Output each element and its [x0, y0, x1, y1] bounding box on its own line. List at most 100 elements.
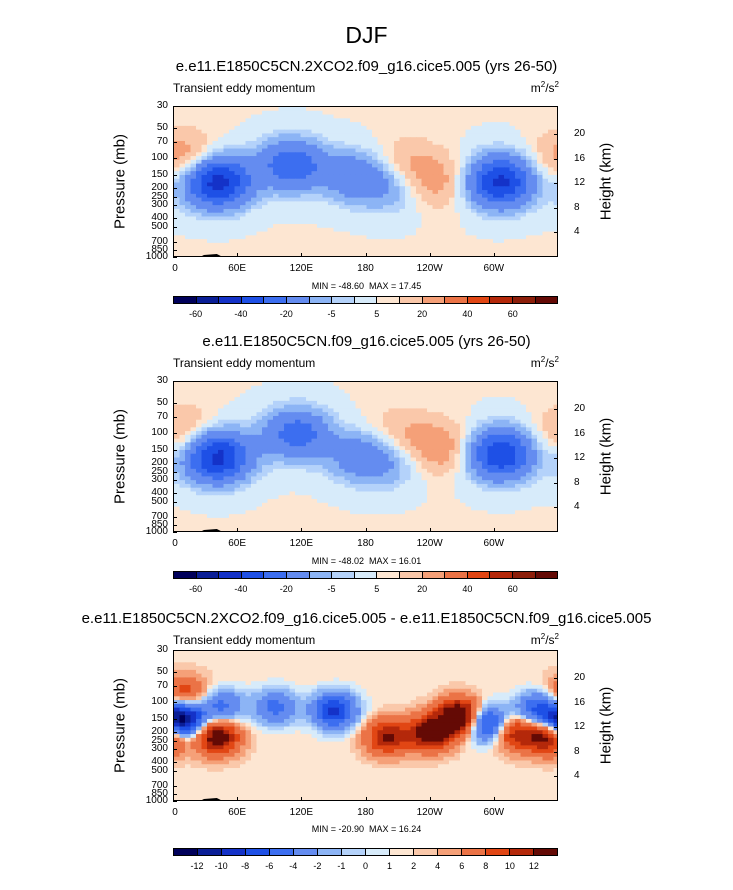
- contour-cell: [240, 209, 246, 213]
- contour-cell: [521, 461, 527, 465]
- contour-cell: [180, 446, 186, 450]
- contour-cell: [213, 235, 219, 239]
- contour-cell: [191, 254, 197, 257]
- contour-cell: [350, 152, 356, 156]
- contour-cell: [334, 420, 340, 424]
- contour-cell: [218, 461, 224, 465]
- contour-cell: [411, 194, 417, 198]
- contour-cell: [515, 397, 521, 401]
- contour-cell: [185, 107, 191, 111]
- contour-cell: [460, 232, 466, 236]
- contour-cell: [224, 190, 230, 194]
- contour-cell: [279, 115, 285, 119]
- contour-cell: [477, 122, 483, 126]
- contour-cell: [482, 216, 488, 220]
- contour-cell: [295, 439, 301, 443]
- contour-cell: [323, 450, 329, 454]
- contour-cell: [477, 412, 483, 416]
- contour-cell: [356, 446, 362, 450]
- contour-cell: [466, 401, 472, 405]
- contour-cell: [284, 213, 290, 217]
- contour-cell: [224, 224, 230, 228]
- contour-cell: [213, 416, 219, 420]
- contour-cell: [196, 232, 202, 236]
- x-tick-label: 60W: [474, 263, 514, 274]
- contour-cell: [488, 111, 494, 115]
- contour-cell: [191, 209, 197, 213]
- contour-cell: [394, 446, 400, 450]
- contour-cell: [290, 412, 296, 416]
- contour-cell: [521, 390, 527, 394]
- contour-cell: [279, 424, 285, 428]
- contour-cell: [466, 130, 472, 134]
- contour-cell: [224, 118, 230, 122]
- contour-cell: [284, 179, 290, 183]
- contour-cell: [174, 209, 180, 213]
- contour-cell: [224, 205, 230, 209]
- contour-cell: [268, 216, 274, 220]
- contour-cell: [543, 420, 549, 424]
- contour-cell: [493, 145, 499, 149]
- contour-cell: [240, 122, 246, 126]
- contour-cell: [345, 156, 351, 160]
- contour-cell: [213, 424, 219, 428]
- contour-cell: [273, 412, 279, 416]
- contour-cell: [345, 386, 351, 390]
- contour-cell: [444, 179, 450, 183]
- contour-cell: [191, 495, 197, 499]
- contour-cell: [367, 476, 373, 480]
- contour-cell: [185, 164, 191, 168]
- contour-cell: [510, 480, 516, 484]
- contour-cell: [295, 454, 301, 458]
- contour-cell: [444, 465, 450, 469]
- contour-cell: [416, 401, 422, 405]
- contour-cell: [262, 446, 268, 450]
- contour-cell: [290, 439, 296, 443]
- contour-cell: [383, 420, 389, 424]
- contour-cell: [312, 179, 318, 183]
- contour-cell: [537, 401, 543, 405]
- contour-cell: [207, 171, 213, 175]
- contour-cell: [515, 412, 521, 416]
- contour-cell: [229, 190, 235, 194]
- contour-cell: [224, 476, 230, 480]
- contour-cell: [405, 149, 411, 153]
- contour-cell: [268, 424, 274, 428]
- contour-cell: [350, 416, 356, 420]
- contour-cell: [460, 484, 466, 488]
- contour-cell: [361, 416, 367, 420]
- contour-cell: [312, 205, 318, 209]
- contour-cell: [389, 133, 395, 137]
- contour-cell: [345, 111, 351, 115]
- contour-cell: [504, 442, 510, 446]
- contour-cell: [499, 118, 505, 122]
- contour-cell: [180, 469, 186, 473]
- contour-cell: [515, 133, 521, 137]
- contour-cell: [548, 111, 554, 115]
- contour-cell: [438, 469, 444, 473]
- contour-cell: [273, 393, 279, 397]
- contour-cell: [279, 164, 285, 168]
- contour-cell: [356, 250, 362, 254]
- contour-cell: [295, 243, 301, 247]
- contour-cell: [213, 220, 219, 224]
- contour-cell: [328, 424, 334, 428]
- contour-cell: [257, 137, 263, 141]
- contour-cell: [411, 408, 417, 412]
- contour-cell: [246, 416, 252, 420]
- contour-cell: [301, 416, 307, 420]
- contour-cell: [521, 130, 527, 134]
- contour-cell: [268, 393, 274, 397]
- contour-cell: [537, 439, 543, 443]
- colorbar-swatch: [536, 297, 558, 303]
- contour-cell: [345, 186, 351, 190]
- x-tick-label: 120E: [281, 263, 321, 274]
- contour-cell: [460, 107, 466, 111]
- contour-cell: [301, 401, 307, 405]
- contour-cell: [526, 408, 532, 412]
- contour-cell: [383, 126, 389, 130]
- contour-cell: [224, 424, 230, 428]
- contour-cell: [554, 446, 559, 450]
- contour-cell: [400, 424, 406, 428]
- contour-cell: [554, 160, 559, 164]
